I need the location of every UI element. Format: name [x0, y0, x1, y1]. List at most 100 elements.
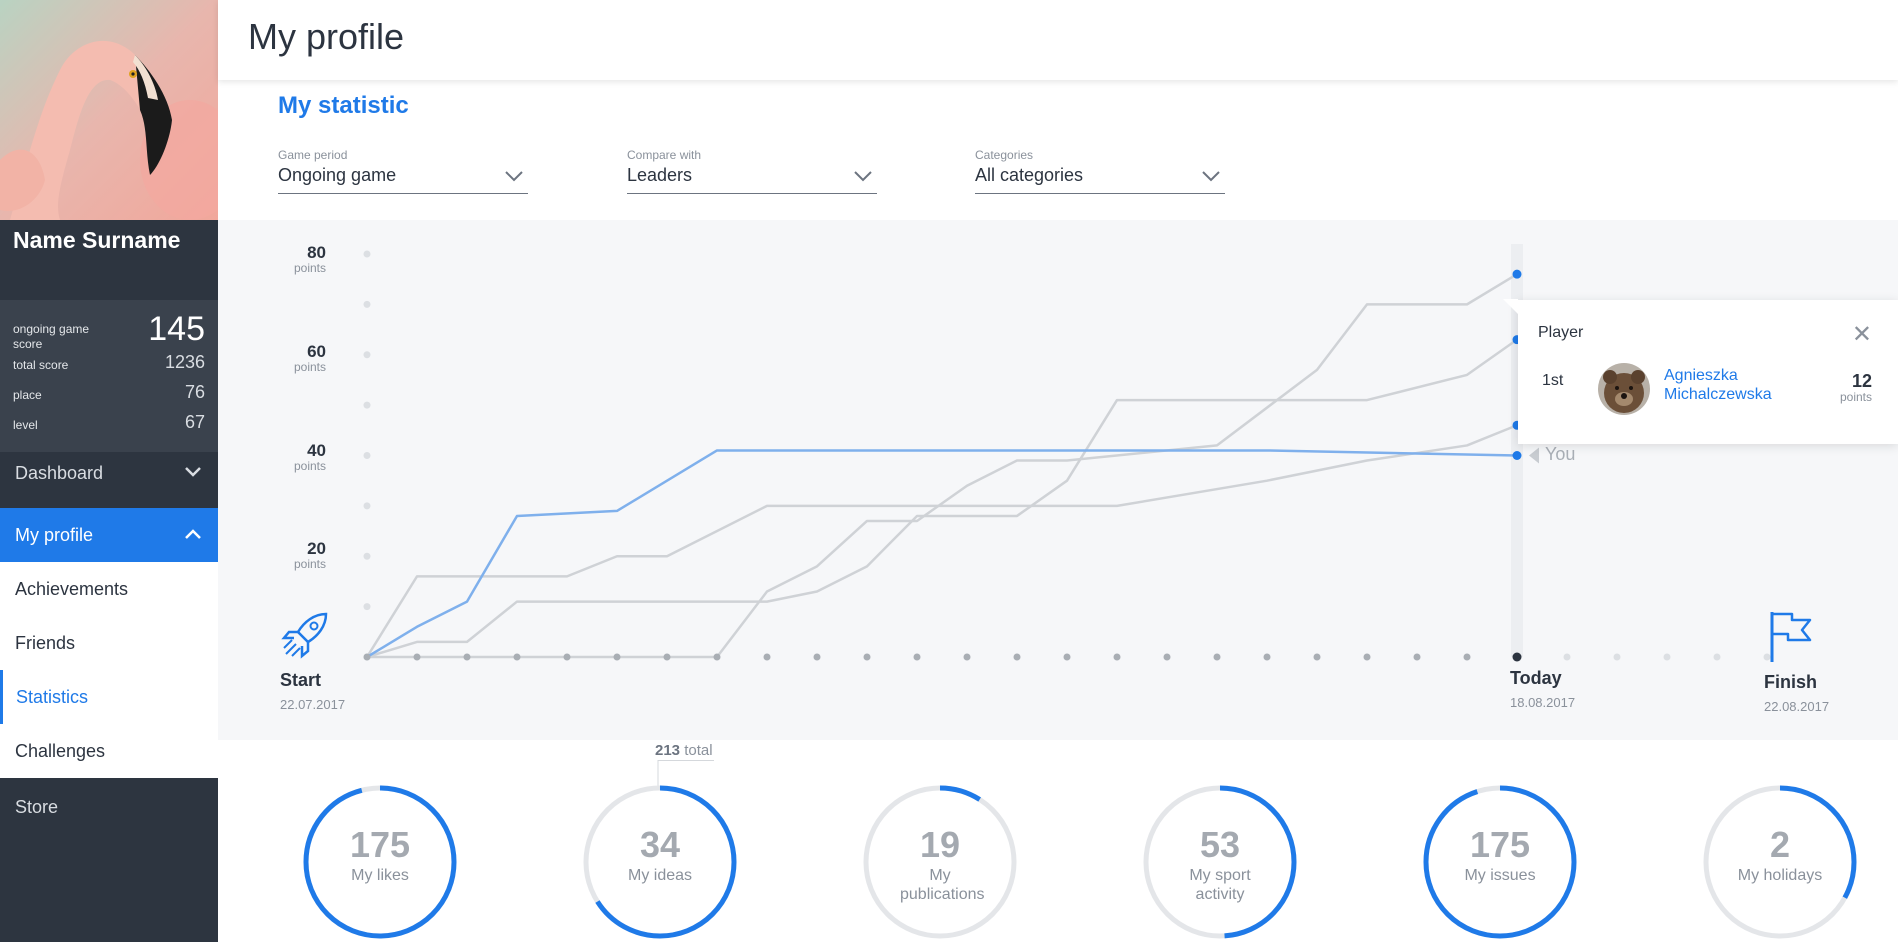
x-axis-dot [713, 653, 721, 661]
game-period-select[interactable]: Game period Ongoing game [278, 148, 528, 194]
x-axis-dot [1512, 652, 1522, 662]
progress-ring [303, 785, 457, 939]
sidebar-item-statistics[interactable]: Statistics [0, 670, 218, 724]
x-axis-dot [813, 653, 821, 661]
y-tick-80: 80 points [266, 243, 326, 275]
stat-my-likes[interactable]: 175 My likes [300, 782, 460, 942]
statistics-chart [218, 220, 1898, 740]
sidebar-item-label: Achievements [15, 578, 129, 599]
x-axis-dot [1413, 653, 1421, 661]
stat-label: My holidays [1737, 867, 1823, 884]
game-period-label: Game period [278, 148, 348, 162]
score-panel: ongoing game score 145 total score 1236 … [0, 300, 218, 452]
x-axis-dot [413, 653, 421, 661]
ring-progress [303, 785, 457, 939]
chevron-down-icon [854, 171, 872, 182]
progress-ring [863, 785, 1017, 939]
sidebar-item-achievements[interactable]: Achievements [0, 562, 218, 616]
y-grid-dot [363, 300, 371, 308]
stat-my-holidays[interactable]: 2 My holidays [1700, 782, 1860, 942]
categories-value: All categories [975, 165, 1084, 185]
avatar [0, 0, 218, 220]
series-line [365, 424, 1518, 658]
player-name-link[interactable]: Agnieszka Michalczewska [1664, 367, 1772, 403]
stat-value: 2 [1769, 824, 1791, 865]
categories-label: Categories [975, 148, 1034, 162]
sidebar-item-dashboard[interactable]: Dashboard [0, 446, 218, 500]
milestone-start-date: 22.07.2017 [280, 697, 346, 712]
y-tick-unit: points [293, 261, 326, 275]
x-axis-dot [663, 653, 671, 661]
stat-label: My ideas [627, 867, 693, 884]
sidebar-item-friends[interactable]: Friends [0, 616, 218, 670]
y-tick-value: 60 [307, 342, 326, 361]
ring-progress [1423, 785, 1577, 939]
sidebar-item-challenges[interactable]: Challenges [0, 724, 218, 778]
x-axis-dot [1263, 653, 1271, 661]
level-value: 67 [184, 412, 205, 432]
stat-my-sport-activity[interactable]: 53 My sport activity [1140, 782, 1300, 942]
you-marker-label: You [1545, 444, 1576, 464]
y-tick-20: 20 points [266, 540, 326, 571]
series-end-point [1512, 269, 1522, 279]
level-row: level 67 [13, 412, 205, 438]
sidebar-item-label: Challenges [15, 740, 106, 761]
compare-with-value: Leaders [627, 165, 693, 185]
chevron-down-icon [505, 171, 523, 182]
categories-select[interactable]: Categories All categories [975, 148, 1225, 194]
stat-my-publications[interactable]: 19 My publications [860, 782, 1020, 942]
progress-ring [1703, 785, 1857, 939]
rocket-icon [281, 612, 328, 659]
player-points-value: 12 [1851, 371, 1872, 391]
y-tick-value: 40 [307, 441, 326, 460]
y-tick-40: 40 points [266, 441, 326, 473]
total-score-value: 1236 [164, 352, 205, 372]
y-tick-unit: points [293, 360, 326, 374]
series-line [366, 338, 1518, 659]
x-axis-dot [1563, 653, 1571, 661]
x-axis-dot [1013, 653, 1021, 661]
page-header: My profile [218, 0, 1898, 80]
y-grid-dot [363, 502, 371, 510]
compare-with-select[interactable]: Compare with Leaders [627, 148, 877, 194]
stat-value: 53 [1199, 824, 1241, 865]
user-name: Name Surname [13, 227, 181, 253]
x-axis-dot [613, 653, 621, 661]
stat-label: My publications [900, 867, 985, 903]
y-tick-unit: points [293, 459, 326, 473]
ongoing-score-row: ongoing game score 145 [13, 310, 205, 351]
place-value: 76 [184, 382, 205, 402]
sidebar-item-label: Statistics [16, 686, 89, 707]
ideas-total-word: total [684, 742, 713, 759]
player-points: 12 points [1840, 372, 1872, 404]
x-axis-dot [1463, 653, 1471, 661]
close-icon[interactable]: ✕ [1851, 321, 1872, 348]
stat-label: My issues [1464, 867, 1536, 884]
series-line [367, 273, 1518, 659]
progress-ring [1143, 785, 1297, 939]
x-axis-dot [1763, 653, 1771, 661]
milestone-today-date: 18.08.2017 [1510, 695, 1576, 710]
ideas-total-connector [657, 760, 714, 786]
total-score-row: total score 1236 [13, 352, 205, 378]
stat-my-ideas[interactable]: 34 My ideas [580, 782, 740, 942]
x-axis-dot [1363, 653, 1371, 661]
y-tick-value: 80 [307, 243, 326, 262]
stat-value: 19 [919, 824, 961, 865]
chevron-down-icon [185, 467, 201, 477]
sidebar-item-my-profile[interactable]: My profile [0, 508, 235, 562]
sidebar-item-store[interactable]: Store [0, 780, 218, 834]
milestone-finish-label: Finish [1764, 672, 1817, 692]
y-grid-dot [363, 401, 371, 409]
stat-label: My likes [351, 867, 409, 884]
sidebar: Name Surname ongoing game score 145 tota… [0, 0, 235, 942]
y-grid-dot [363, 603, 371, 611]
chevron-up-icon [185, 529, 201, 539]
milestone-today-label: Today [1510, 668, 1562, 688]
x-axis-dot [1663, 653, 1671, 661]
player-rank: 1st [1542, 372, 1564, 389]
ideas-total-label: 213 total [655, 742, 713, 759]
page-title: My profile [248, 16, 405, 57]
sidebar-item-label: Dashboard [15, 462, 104, 483]
stat-my-issues[interactable]: 175 My issues [1420, 782, 1580, 942]
